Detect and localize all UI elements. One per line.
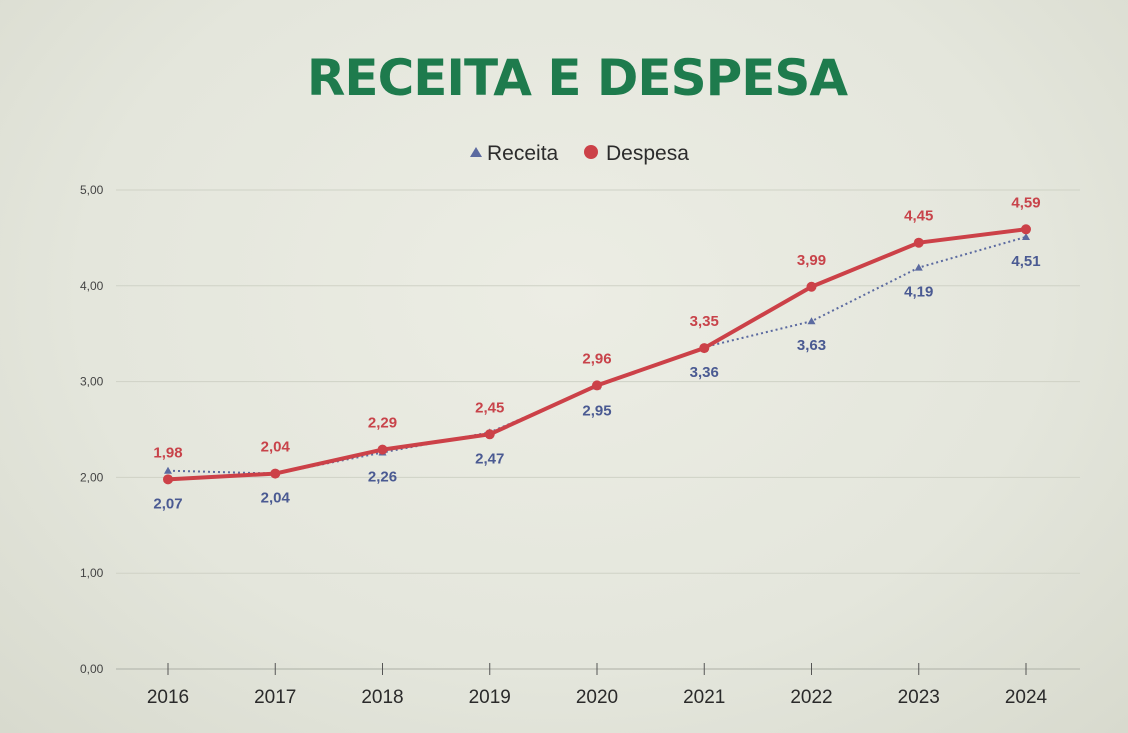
despesa-data-label: 2,04 [261, 439, 291, 456]
despesa-data-label: 3,35 [690, 313, 719, 330]
receita-data-label: 4,19 [904, 284, 933, 301]
y-tick-label: 5,00 [80, 183, 104, 197]
x-tick-label: 2017 [254, 687, 296, 708]
receita-data-label: 2,95 [582, 402, 611, 419]
receita-data-label: 2,04 [261, 490, 291, 507]
x-tick-label: 2018 [361, 687, 403, 708]
despesa-point [806, 281, 817, 292]
despesa-data-label: 2,96 [582, 350, 611, 367]
y-tick-label: 3,00 [80, 375, 104, 389]
legend-receita-marker [470, 147, 482, 157]
despesa-point [699, 343, 710, 354]
despesa-point [484, 429, 495, 440]
despesa-point [913, 237, 924, 248]
receita-data-label: 2,47 [475, 450, 504, 467]
legend: Receita Despesa [470, 142, 689, 165]
receita-data-label: 4,51 [1011, 253, 1040, 270]
despesa-data-label: 4,45 [904, 208, 933, 225]
receita-point [914, 263, 923, 271]
y-tick-label: 4,00 [80, 279, 104, 293]
receita-data-label: 2,26 [368, 468, 397, 485]
x-tick-label: 2022 [790, 687, 832, 708]
despesa-data-label: 4,59 [1011, 194, 1040, 211]
legend-receita-label: Receita [487, 142, 559, 165]
y-axis: 0,00 1,00 2,00 3,00 4,00 5,00 [80, 183, 104, 676]
gridlines [116, 189, 1080, 670]
despesa-point [1021, 224, 1031, 235]
receita-data-label: 3,63 [797, 337, 826, 354]
y-tick-label: 2,00 [80, 470, 104, 484]
x-tick-label: 2019 [469, 687, 511, 708]
legend-despesa-marker [584, 145, 598, 159]
x-tick-label: 2023 [898, 687, 940, 708]
receita-point [164, 466, 172, 474]
despesa-data-label: 2,45 [475, 399, 504, 416]
y-tick-label: 1,00 [80, 566, 104, 580]
despesa-point [377, 444, 388, 455]
x-axis: 2016 2017 2018 2019 2020 2021 2022 2023 2024 [147, 663, 1048, 708]
despesa-data-label: 3,99 [797, 252, 826, 269]
chart-title: RECEITA E DESPESA [307, 49, 848, 107]
receita-point [1022, 232, 1030, 240]
despesa-data-label: 1,98 [153, 444, 182, 461]
x-tick-label: 2020 [576, 687, 618, 708]
x-tick-label: 2016 [147, 687, 189, 708]
series-markers [163, 224, 1031, 485]
y-tick-label: 0,00 [80, 662, 104, 676]
despesa-point [270, 468, 281, 479]
legend-despesa-label: Despesa [606, 142, 689, 165]
despesa-point [592, 380, 602, 391]
receita-data-label: 3,36 [690, 364, 719, 381]
receita-line [167, 235, 1027, 475]
data-labels: 1,98 2,04 2,29 2,45 2,96 3,35 3,99 4,45 4,59 2,07… [153, 194, 1040, 512]
x-tick-label: 2024 [1005, 687, 1048, 708]
x-tick-label: 2021 [683, 687, 725, 708]
despesa-data-label: 2,29 [368, 415, 397, 432]
despesa-point [163, 474, 173, 485]
receita-point [807, 317, 816, 325]
receita-data-label: 2,07 [153, 495, 182, 512]
